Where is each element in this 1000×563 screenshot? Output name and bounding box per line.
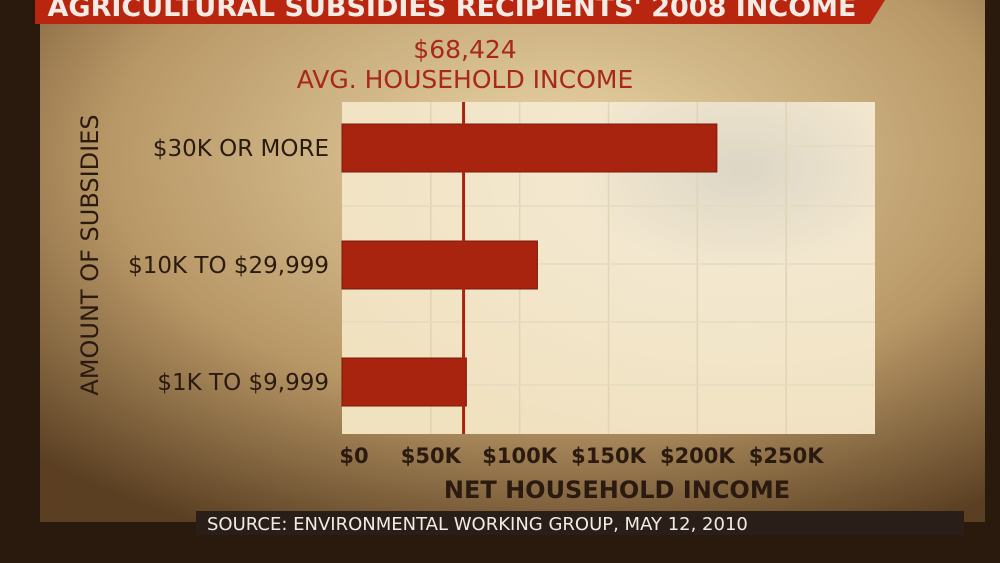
reference-label: AVG. HOUSEHOLD INCOME (297, 65, 634, 94)
x-tick-label: $150K (571, 444, 646, 468)
title-banner (35, 0, 885, 24)
bar (341, 123, 718, 173)
category-label: $1K TO $9,999 (157, 370, 329, 396)
x-tick-label: $50K (401, 444, 462, 468)
category-label: $10K TO $29,999 (128, 253, 329, 279)
banner-title: AGRICULTURAL SUBSIDIES RECIPIENTS' 2008 … (48, 0, 857, 23)
x-tick-label: $100K (482, 444, 557, 468)
category-label: $30K OR MORE (153, 136, 329, 162)
x-tick-label: $250K (749, 444, 824, 468)
source-bar (196, 511, 964, 535)
source-text: SOURCE: ENVIRONMENTAL WORKING GROUP, MAY… (207, 514, 748, 535)
bar (341, 357, 467, 407)
x-tick-label: $0 (339, 444, 368, 468)
reference-value-label: $68,424 (413, 35, 516, 64)
x-axis-label: NET HOUSEHOLD INCOME (444, 476, 790, 504)
y-axis-label: AMOUNT OF SUBSIDIES (76, 114, 104, 395)
x-tick-label: $200K (660, 444, 735, 468)
bar (341, 240, 538, 290)
